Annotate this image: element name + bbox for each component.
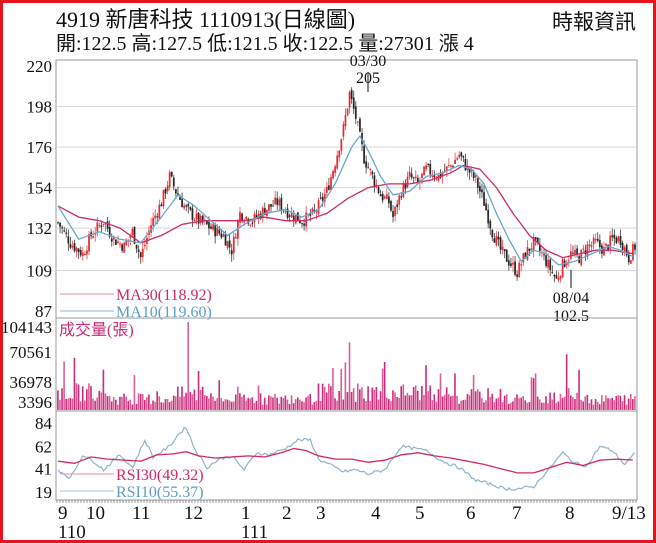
svg-text:70561: 70561: [10, 343, 53, 362]
volume-title: 成交量(張): [59, 321, 134, 339]
svg-text:1: 1: [241, 503, 251, 524]
ma10-line: [57, 134, 634, 266]
volume-bars: [57, 322, 636, 410]
rsi30-legend: RSI30(49.32): [116, 467, 204, 484]
svg-text:6: 6: [466, 503, 476, 524]
ohlc-summary: 開:122.5 高:127.5 低:121.5 收:122.5 量:27301 …: [56, 33, 474, 55]
annotation-low-value: 102.5: [553, 308, 589, 325]
annotation-low-date: 08/04: [553, 290, 589, 307]
svg-text:2: 2: [282, 503, 292, 524]
svg-text:41: 41: [35, 460, 52, 479]
annotation-high-date: 03/30: [350, 53, 386, 70]
svg-text:5: 5: [415, 503, 425, 524]
svg-text:132: 132: [27, 219, 53, 238]
svg-text:19: 19: [35, 483, 52, 502]
svg-text:7: 7: [512, 503, 522, 524]
source-brand: 時報資訊: [552, 10, 636, 34]
rsi-panel: 84 62 41 19 RSI30(49.32) RSI10(55.37): [35, 410, 638, 502]
price-gridlines: [57, 106, 636, 271]
svg-text:10: 10: [86, 503, 105, 524]
ma30-legend: MA30(118.92): [116, 287, 212, 304]
svg-text:220: 220: [27, 57, 53, 76]
rsi-axis-labels: 84 62 41 19: [35, 414, 53, 502]
svg-text:198: 198: [27, 98, 53, 117]
svg-text:111: 111: [241, 522, 268, 543]
svg-text:109: 109: [27, 261, 53, 280]
svg-text:3396: 3396: [18, 393, 52, 412]
chart-title: 4919 新唐科技 1110913(日線圖): [56, 7, 356, 32]
svg-text:11: 11: [132, 503, 150, 524]
svg-text:9/13: 9/13: [612, 503, 646, 524]
svg-text:110: 110: [58, 522, 86, 543]
rsi30-line: [57, 447, 633, 474]
svg-text:9: 9: [58, 503, 68, 524]
svg-text:3: 3: [316, 503, 326, 524]
svg-text:62: 62: [35, 437, 52, 456]
candlesticks: [57, 87, 636, 283]
svg-text:8: 8: [565, 503, 575, 524]
svg-text:36978: 36978: [10, 373, 53, 392]
svg-text:87: 87: [35, 302, 53, 321]
svg-text:84: 84: [35, 414, 53, 433]
x-axis-ticks: [56, 500, 637, 503]
svg-text:154: 154: [27, 179, 53, 198]
ma30-line: [57, 164, 634, 259]
ma10-legend: MA10(119.60): [116, 304, 212, 321]
rsi10-legend: RSI10(55.37): [116, 484, 204, 501]
price-axis-labels: 220 198 176 154 132 109 87: [27, 57, 53, 321]
svg-text:12: 12: [184, 503, 203, 524]
price-panel: 220 198 176 154 132 109 87 03/30 205 08/04 102…: [27, 53, 638, 325]
svg-text:176: 176: [27, 138, 53, 157]
svg-text:4: 4: [371, 503, 381, 524]
annotation-high-value: 205: [356, 70, 380, 87]
svg-text:104143: 104143: [1, 318, 52, 337]
